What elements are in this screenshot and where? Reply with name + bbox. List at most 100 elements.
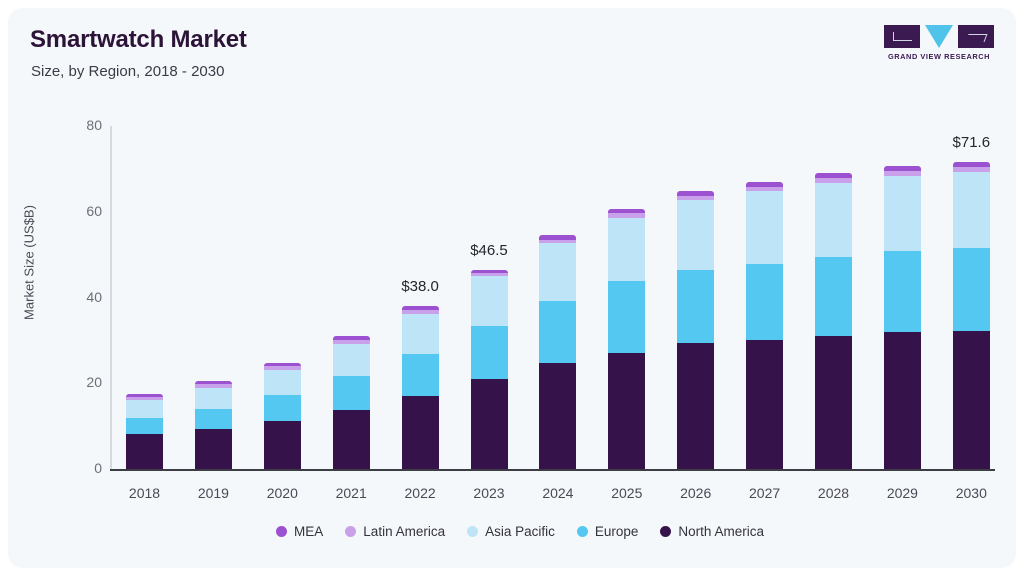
bar-segment-mea[interactable] <box>746 182 784 187</box>
legend-item-asia-pacific[interactable]: Asia Pacific <box>467 524 555 539</box>
bar-2025[interactable] <box>608 8 646 584</box>
bar-segment-asia-pacific[interactable] <box>263 369 301 396</box>
bar-segment-mea[interactable] <box>126 393 163 397</box>
legend-item-europe[interactable]: Europe <box>576 524 639 539</box>
bar-2028[interactable] <box>815 8 852 584</box>
bar-segment-mea[interactable] <box>332 336 370 340</box>
bar-segment-asia-pacific[interactable] <box>470 276 508 327</box>
bar-2029[interactable] <box>883 8 921 584</box>
bar-2018[interactable] <box>126 8 163 584</box>
logo-triangle-icon <box>925 25 953 48</box>
bar-segment-asia-pacific[interactable] <box>746 191 784 265</box>
bar-segment-mea[interactable] <box>883 165 921 171</box>
bar-2023[interactable] <box>470 8 508 584</box>
bar-segment-north-america[interactable] <box>746 339 784 469</box>
bar-segment-europe[interactable] <box>608 280 646 353</box>
legend-label: Europe <box>594 524 639 539</box>
legend-label: Asia Pacific <box>485 524 555 539</box>
bar-segment-north-america[interactable] <box>883 332 921 469</box>
bar-segment-north-america[interactable] <box>401 395 439 469</box>
bar-segment-europe[interactable] <box>883 251 921 333</box>
x-axis-tick-2023: 2023 <box>473 485 505 501</box>
bar-segment-europe[interactable] <box>401 353 439 396</box>
bar-2026[interactable] <box>677 8 715 584</box>
bar-segment-europe[interactable] <box>194 408 232 429</box>
bar-segment-latin-america[interactable] <box>952 167 990 172</box>
bar-segment-north-america[interactable] <box>263 420 301 469</box>
bar-segment-north-america[interactable] <box>332 409 370 469</box>
bar-segment-latin-america[interactable] <box>470 273 508 277</box>
bar-segment-latin-america[interactable] <box>815 178 852 183</box>
bar-segment-europe[interactable] <box>263 395 301 421</box>
bar-segment-north-america[interactable] <box>952 330 990 469</box>
legend-item-mea[interactable]: MEA <box>276 524 323 539</box>
bar-segment-mea[interactable] <box>194 381 232 385</box>
logo-mark <box>884 25 994 51</box>
bar-2022[interactable] <box>401 8 439 584</box>
bar-segment-latin-america[interactable] <box>746 186 784 192</box>
x-axis-tick-2019: 2019 <box>197 485 229 501</box>
bar-segment-asia-pacific[interactable] <box>815 183 852 258</box>
x-axis-tick-2028: 2028 <box>817 485 850 501</box>
bar-segment-europe[interactable] <box>746 264 784 340</box>
bar-segment-europe[interactable] <box>332 375 370 410</box>
bar-segment-europe[interactable] <box>815 257 852 336</box>
bar-2030[interactable] <box>952 8 990 584</box>
legend-item-latin-america[interactable]: Latin America <box>345 524 445 539</box>
bar-segment-europe[interactable] <box>952 248 990 331</box>
bar-segment-north-america[interactable] <box>126 433 163 469</box>
bar-segment-europe[interactable] <box>126 417 163 434</box>
y-axis-ticks: 0 20 40 60 80 <box>38 8 102 584</box>
bar-segment-europe[interactable] <box>539 300 577 363</box>
x-axis-tick-2029: 2029 <box>886 485 918 501</box>
bar-segment-asia-pacific[interactable] <box>952 171 990 249</box>
bar-2027[interactable] <box>746 8 784 584</box>
bar-segment-latin-america[interactable] <box>263 366 301 370</box>
bar-segment-north-america[interactable] <box>194 428 232 469</box>
bar-segment-asia-pacific[interactable] <box>332 343 370 376</box>
bar-segment-north-america[interactable] <box>470 378 508 469</box>
bar-segment-asia-pacific[interactable] <box>126 399 163 418</box>
legend-label: North America <box>678 524 764 539</box>
bar-segment-latin-america[interactable] <box>677 195 715 201</box>
bar-segment-north-america[interactable] <box>815 335 852 469</box>
bar-segment-north-america[interactable] <box>677 343 715 469</box>
y-axis-tick: 20 <box>86 374 102 391</box>
x-axis-line <box>110 469 995 471</box>
bar-2021[interactable] <box>332 8 370 584</box>
bar-segment-asia-pacific[interactable] <box>883 175 921 252</box>
bar-segment-asia-pacific[interactable] <box>608 217 646 281</box>
y-axis-tick: 0 <box>94 460 102 476</box>
bar-segment-mea[interactable] <box>401 306 439 310</box>
bar-segment-mea[interactable] <box>952 162 990 168</box>
bar-segment-mea[interactable] <box>263 362 301 367</box>
bar-segment-mea[interactable] <box>470 269 508 274</box>
bar-segment-latin-america[interactable] <box>539 239 577 244</box>
bar-segment-mea[interactable] <box>677 191 715 196</box>
bar-2024[interactable] <box>539 8 577 584</box>
bar-segment-europe[interactable] <box>677 270 715 344</box>
bar-segment-latin-america[interactable] <box>126 396 163 400</box>
legend-swatch-icon <box>276 526 288 537</box>
bar-segment-asia-pacific[interactable] <box>539 243 577 301</box>
bar-segment-mea[interactable] <box>539 235 577 240</box>
bar-segment-asia-pacific[interactable] <box>677 200 715 271</box>
bar-segment-mea[interactable] <box>815 173 852 179</box>
x-axis-tick-2027: 2027 <box>749 485 781 501</box>
x-axis-tick-2018: 2018 <box>128 485 161 501</box>
page-title: Smartwatch Market <box>30 26 247 53</box>
bar-segment-north-america[interactable] <box>539 362 577 469</box>
bar-segment-latin-america[interactable] <box>883 171 921 176</box>
bar-segment-north-america[interactable] <box>608 352 646 469</box>
bar-segment-asia-pacific[interactable] <box>194 387 232 409</box>
legend-item-north-america[interactable]: North America <box>660 524 764 539</box>
bar-segment-europe[interactable] <box>470 326 508 379</box>
bar-segment-latin-america[interactable] <box>401 309 439 314</box>
bar-segment-asia-pacific[interactable] <box>401 313 439 354</box>
bar-2020[interactable] <box>263 8 301 584</box>
bar-2019[interactable] <box>194 8 232 584</box>
bar-segment-latin-america[interactable] <box>608 213 646 218</box>
bar-segment-latin-america[interactable] <box>194 384 232 388</box>
bar-segment-mea[interactable] <box>608 209 646 214</box>
bar-segment-latin-america[interactable] <box>332 339 370 344</box>
